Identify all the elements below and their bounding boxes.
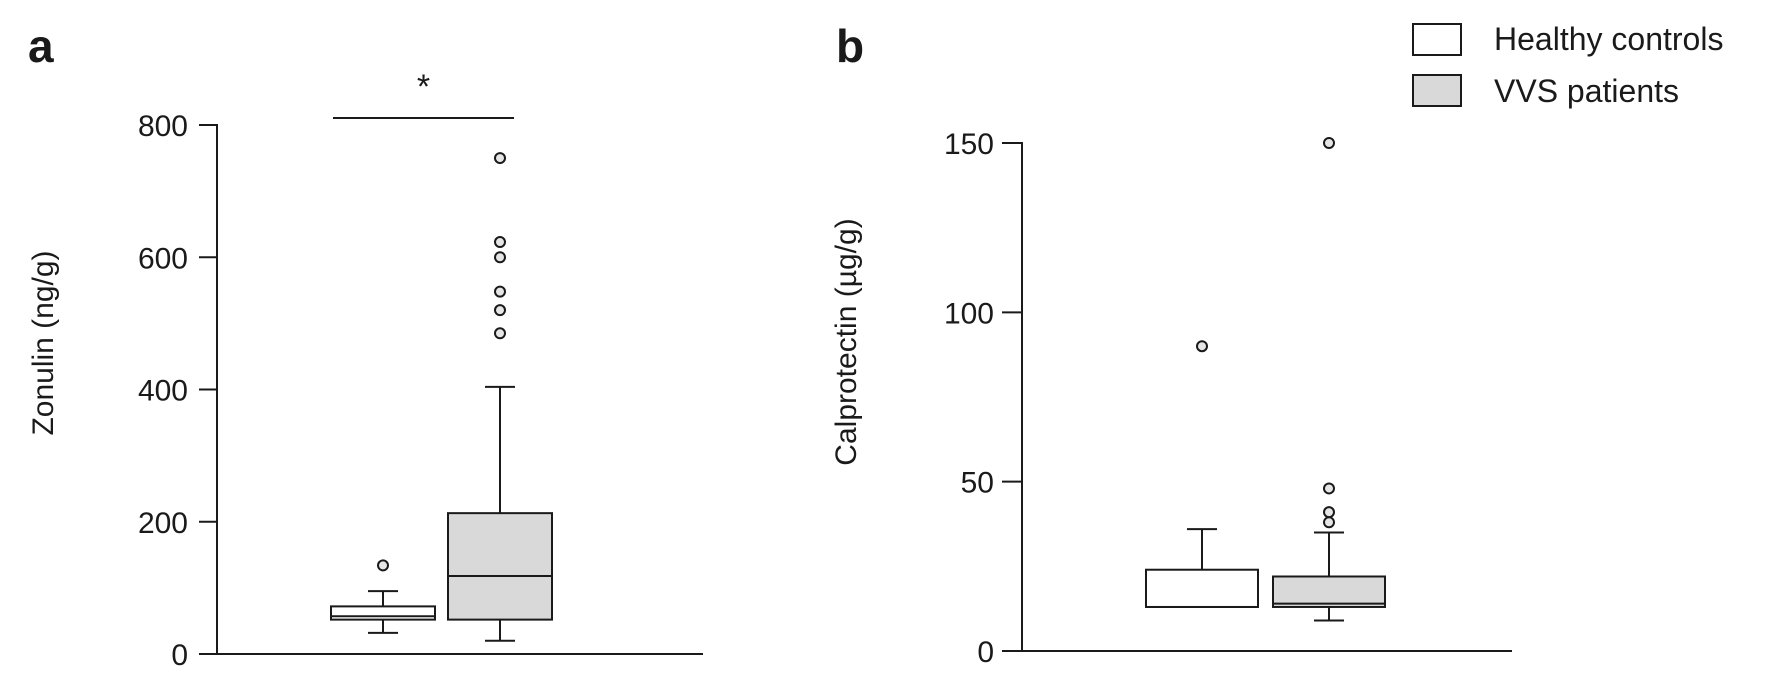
y-tick-label-b-100: 100 [944, 297, 994, 330]
outlier-point [1323, 516, 1335, 529]
y-axis-title-a: Zonulin (ng/g) [27, 250, 60, 435]
y-tick-label-b-50: 50 [961, 467, 994, 500]
box-b-vvs-patients [1272, 137, 1386, 622]
plot-area-a: 0 200 400 600 800 * [138, 68, 703, 672]
panel-letter-b: b [836, 20, 864, 72]
legend-swatch-healthy-controls [1412, 23, 1462, 56]
legend-label-vvs-patients: VVS patients [1494, 73, 1679, 109]
box-a-healthy-controls [330, 559, 436, 634]
y-tick-label-a-0: 0 [171, 639, 188, 672]
outlier-point [494, 152, 506, 165]
outlier-point [494, 251, 506, 264]
legend-swatch-vvs-patients [1412, 74, 1462, 107]
outlier-point [494, 285, 506, 298]
outlier-point [1196, 340, 1208, 353]
y-tick-label-a-800: 800 [138, 110, 188, 143]
y-tick-label-a-200: 200 [138, 507, 188, 540]
panel-a: a Zonulin (ng/g) 0 200 400 600 800 * [27, 20, 703, 672]
y-tick-label-b-0: 0 [977, 636, 994, 669]
outlier-point [494, 304, 506, 317]
box-a-vvs-patients [447, 152, 553, 642]
outlier-point [494, 236, 506, 249]
legend-label-healthy-controls: Healthy controls [1494, 21, 1723, 57]
outlier-point [1323, 137, 1335, 149]
significance-star-a: * [417, 68, 430, 106]
outlier-point [377, 559, 389, 572]
y-axis-title-b: Calprotectin (µg/g) [830, 218, 863, 465]
box-iqr [1145, 568, 1259, 608]
y-tick-label-b-150: 150 [944, 128, 994, 161]
outlier-point [494, 327, 506, 340]
panel-letter-a: a [28, 20, 54, 72]
box-b-healthy-controls [1145, 340, 1259, 608]
outlier-point [1323, 482, 1335, 495]
y-tick-label-a-600: 600 [138, 242, 188, 275]
y-tick-label-a-400: 400 [138, 375, 188, 408]
plot-area-b: 0 50 100 150 [944, 128, 1512, 669]
box-iqr [1272, 575, 1386, 608]
legend: Healthy controls VVS patients [1412, 21, 1723, 109]
outlier-point [1323, 506, 1335, 519]
box-iqr [330, 605, 436, 621]
panel-b: b Calprotectin (µg/g) 0 50 100 150 [830, 20, 1512, 669]
box-iqr [447, 512, 553, 621]
